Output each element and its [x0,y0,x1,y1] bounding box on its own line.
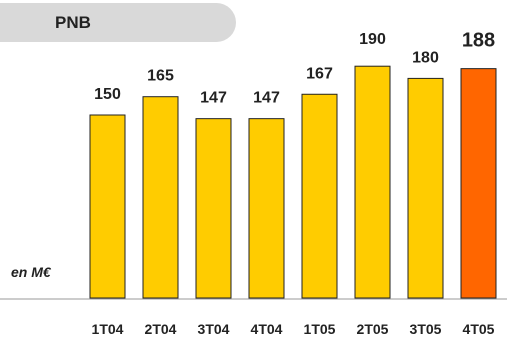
chart-title: PNB [55,13,91,32]
value-labels-group: 150 165 147 147 167 190 180 188 [94,30,495,107]
value-label-3T05: 180 [412,49,439,66]
category-label-3T04: 3T04 [198,321,230,337]
value-label-1T04: 150 [94,86,121,103]
bar-4T04 [248,118,285,299]
value-label-4T04: 147 [253,90,280,107]
category-label-1T04: 1T04 [92,321,124,337]
unit-label: en M€ [11,264,51,280]
value-label-1T05: 167 [306,65,333,82]
category-label-2T05: 2T05 [357,321,389,337]
bar-3T04 [195,118,232,299]
category-label-3T05: 3T05 [410,321,442,337]
category-label-1T05: 1T05 [304,321,336,337]
bars-group [89,65,497,299]
bar-2T04 [142,96,179,299]
category-label-4T05: 4T05 [463,321,495,337]
bar-1T04 [89,114,126,299]
category-label-2T04: 2T04 [145,321,177,337]
value-label-2T05: 190 [359,31,386,48]
category-label-4T04: 4T04 [251,321,283,337]
bar-3T05 [407,77,444,299]
value-label-3T04: 147 [200,90,227,107]
value-label-4T05: 188 [462,30,495,52]
value-label-2T04: 165 [147,68,174,85]
bar-4T05 [460,68,497,299]
title-tab [0,3,236,42]
category-labels-group: 1T04 2T04 3T04 4T04 1T05 2T05 3T05 4T05 [92,321,495,337]
bar-1T05 [301,93,338,299]
bar-2T05 [354,65,391,299]
